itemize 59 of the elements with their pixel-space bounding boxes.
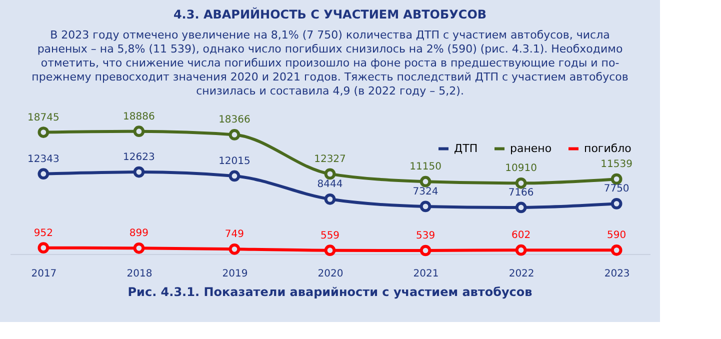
data-label: 12343 — [28, 154, 60, 165]
legend-label: погибло — [584, 142, 632, 155]
text: В 2023 году отмечено увеличение на 8,1% (7 750) количества ДТП с участием автобусов, числа — [50, 28, 610, 42]
text: прежнему превосходит значения 2020 и 2021 годов. Тяжесть последствий ДТП с участием автобусов — [32, 70, 628, 84]
point — [515, 244, 527, 256]
point — [324, 193, 336, 205]
x-tick-label: 2022 — [508, 268, 534, 280]
point — [228, 170, 240, 182]
x-tick-label: 2021 — [413, 268, 439, 280]
point — [515, 177, 527, 189]
data-label: 952 — [34, 228, 53, 239]
data-label: 559 — [320, 230, 340, 242]
data-label: 12623 — [123, 152, 155, 164]
data-label: 7166 — [508, 187, 534, 198]
data-label: 18366 — [218, 114, 250, 126]
point — [324, 244, 336, 256]
x-tick-label: 2020 — [318, 268, 344, 280]
point — [228, 129, 240, 140]
point — [420, 244, 432, 256]
point — [133, 166, 145, 178]
text: раненых – на 5,8% (11 539), однако число погибших снизилось на 2% (590) (рис. 4.3.1). Необходимо — [37, 42, 623, 56]
x-tick-label: 2017 — [31, 268, 57, 280]
point — [610, 173, 622, 185]
point — [610, 198, 622, 210]
point — [324, 168, 336, 180]
data-label: 899 — [129, 228, 148, 240]
point — [610, 244, 622, 256]
data-label: 8444 — [317, 179, 343, 190]
data-label: 12327 — [314, 154, 346, 165]
text: отметить, что снижение числа погибших произошло на фоне роста в предшествующие годы и по- — [40, 56, 620, 70]
point — [133, 126, 145, 138]
point — [133, 242, 145, 254]
chart-title: 4.3. АВАРИЙНОСТЬ С УЧАСТИЕМ АВТОБУСОВ — [173, 6, 487, 22]
data-label: 539 — [416, 230, 436, 242]
data-label: 7324 — [412, 186, 438, 198]
data-label: 11539 — [600, 159, 632, 170]
point — [420, 176, 432, 188]
data-label: 10910 — [505, 163, 537, 174]
point — [515, 202, 527, 214]
data-label: 12015 — [218, 156, 250, 167]
data-label: 18886 — [123, 111, 155, 122]
data-label: 7750 — [604, 184, 630, 195]
text: снизилась и составила 4,9 (в 2022 году – 5,2). — [196, 84, 464, 98]
legend-label: ранено — [510, 142, 552, 155]
point — [420, 200, 432, 212]
x-tick-label: 2019 — [222, 268, 248, 280]
data-label: 590 — [607, 230, 626, 242]
point — [228, 243, 240, 255]
legend-label: ДТП — [454, 142, 478, 155]
data-label: 18745 — [28, 112, 60, 124]
x-tick-label: 2023 — [604, 268, 630, 280]
text: Рис. 4.3.1. Показатели аварийности с участием автобусов — [128, 285, 533, 299]
point — [38, 242, 50, 254]
data-label: 11150 — [410, 162, 442, 173]
point — [38, 168, 50, 180]
point — [38, 126, 50, 138]
x-tick-label: 2018 — [126, 268, 152, 280]
data-label: 749 — [224, 229, 244, 240]
data-label: 602 — [512, 230, 531, 242]
